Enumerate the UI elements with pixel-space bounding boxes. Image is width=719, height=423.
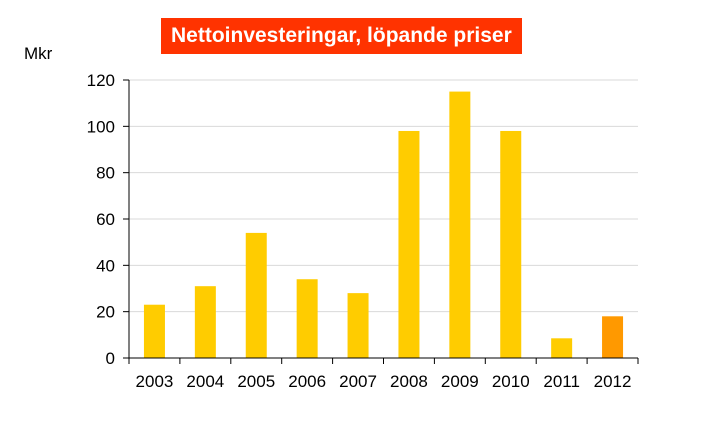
bars	[143, 91, 624, 358]
x-tick-label: 2006	[288, 372, 326, 391]
x-tick-label: 2010	[492, 372, 530, 391]
x-tick-label: 2009	[441, 372, 479, 391]
y-tick-label: 100	[87, 117, 115, 136]
x-tick-labels: 2003 2004 2005 2006 2007 2008 2009 2010 2011 2012	[136, 372, 632, 391]
x-tick-label: 2003	[136, 372, 174, 391]
bar-2004	[194, 286, 216, 358]
y-tick-label: 60	[96, 210, 115, 229]
x-tick-label: 2012	[594, 372, 632, 391]
x-tick-label: 2005	[237, 372, 275, 391]
bar-2007	[347, 293, 369, 358]
gridlines	[123, 79, 639, 364]
bar-2010	[500, 130, 522, 358]
bar-2009	[449, 91, 471, 358]
axes	[128, 80, 638, 364]
bar-2011	[551, 338, 573, 358]
y-tick-label: 120	[87, 71, 115, 90]
x-tick-label: 2011	[543, 372, 580, 391]
bar-2012	[602, 316, 624, 358]
y-tick-label: 40	[96, 256, 115, 275]
y-tick-label: 80	[96, 164, 115, 183]
y-axis-unit-label: Mkr	[24, 44, 53, 63]
bar-2006	[296, 279, 318, 358]
y-tick-labels: 0 20 40 60 80 100 120	[87, 71, 115, 368]
y-tick-label: 0	[106, 349, 115, 368]
x-tick-label: 2007	[339, 372, 377, 391]
y-tick-label: 20	[96, 303, 115, 322]
chart-title: Nettoinvesteringar, löpande priser	[161, 18, 522, 54]
bar-2003	[143, 304, 165, 358]
bar-2005	[245, 232, 267, 358]
bar-2008	[398, 130, 420, 358]
x-tick-label: 2008	[390, 372, 428, 391]
x-tick-label: 2004	[186, 372, 224, 391]
